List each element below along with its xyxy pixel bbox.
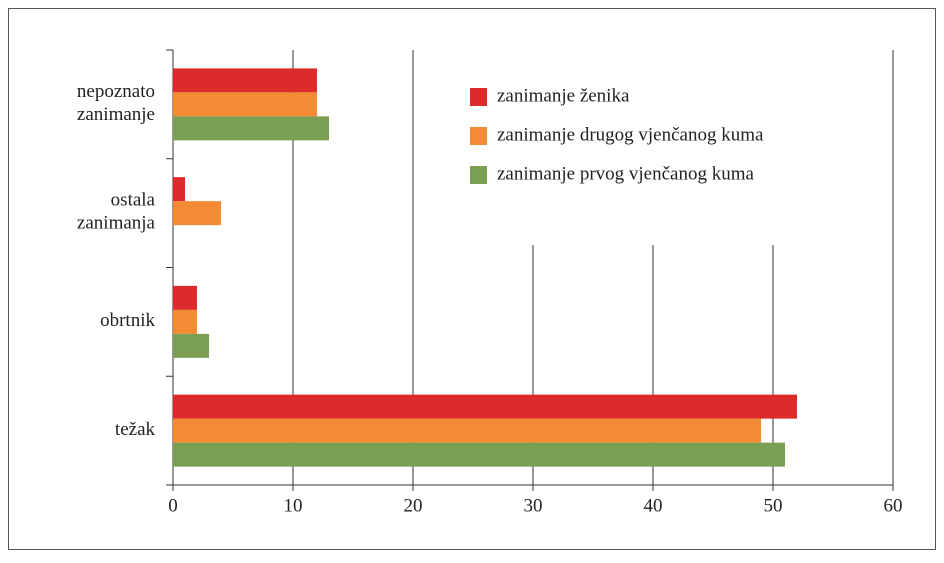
bar [173,285,197,310]
legend-swatch [470,127,487,145]
x-tick-label: 10 [284,495,303,516]
x-tick-label: 0 [168,495,178,516]
legend-label: zanimanje prvog vjenčanog kuma [497,163,755,184]
y-tick-label: nepoznato zanimanje [77,81,155,125]
x-tick-label: 20 [404,495,423,516]
legend-swatch [470,166,487,184]
bar [173,177,185,202]
x-tick-label: 40 [644,495,663,516]
legend-swatch [470,88,487,106]
bar [173,68,317,93]
legend-background [455,50,850,245]
bar [173,116,329,141]
y-tick-label: ostala zanimanja [77,190,156,234]
y-tick-label: težak [115,419,156,440]
x-tick-label: 60 [884,495,903,516]
bar [173,418,761,443]
legend-label: zanimanje ženika [497,85,630,106]
bar [173,442,785,467]
bar [173,309,197,334]
legend-label: zanimanje drugog vjenčanog kuma [497,124,764,145]
x-tick-label: 30 [524,495,543,516]
bar [173,394,797,419]
bar [173,92,317,117]
x-tick-label: 50 [764,495,783,516]
bar [173,201,221,226]
legend: zanimanje ženika zanimanje drugog vjenčan… [455,50,850,245]
bar [173,333,209,358]
y-tick-label: obrtnik [100,310,155,331]
